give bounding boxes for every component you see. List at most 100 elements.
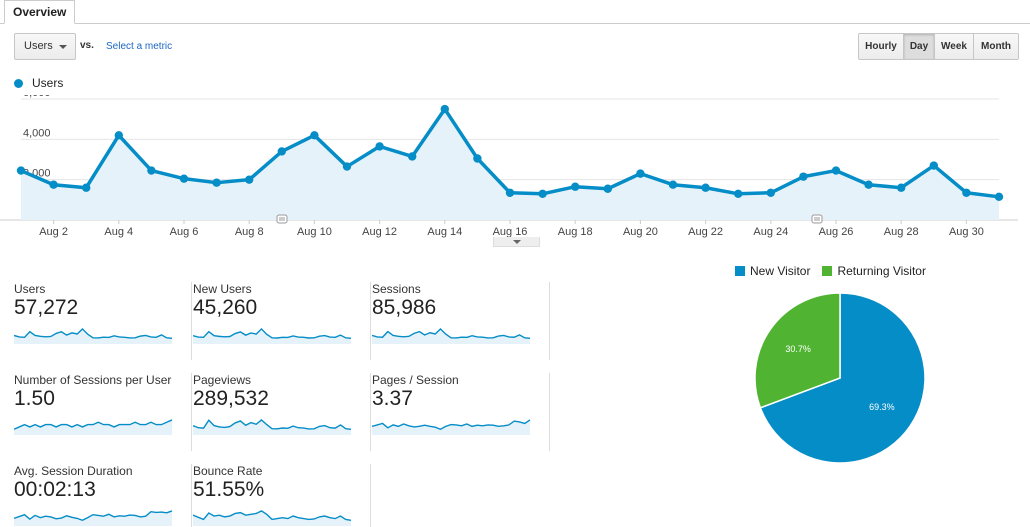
day-button[interactable]: Day — [904, 34, 935, 59]
pie-slice-label: 69.3% — [869, 402, 895, 412]
sparkline-area — [14, 510, 172, 526]
x-tick-label: Aug 22 — [688, 226, 723, 238]
data-point[interactable] — [505, 188, 515, 197]
data-point[interactable] — [212, 178, 221, 187]
metric-dropdown[interactable]: Users — [14, 33, 76, 60]
select-metric-link[interactable]: Select a metric — [106, 41, 173, 52]
data-point[interactable] — [864, 180, 873, 189]
data-point[interactable] — [571, 182, 580, 191]
sparkline-line — [193, 510, 352, 521]
x-tick-label: Aug 20 — [623, 226, 658, 238]
pie-legend-item-returning-visitor[interactable]: Returning Visitor — [822, 264, 926, 278]
sparkline — [14, 327, 173, 344]
scorecard-value: 51.55% — [193, 478, 265, 501]
data-point[interactable] — [408, 152, 417, 161]
sparkline-line — [372, 419, 531, 431]
pie-slice[interactable] — [754, 292, 841, 409]
scorecard-value: 1.50 — [14, 387, 55, 410]
sparkline-area — [14, 328, 172, 344]
data-point[interactable] — [994, 192, 1004, 202]
sparkline-area — [372, 419, 530, 435]
scorecard-avg-session-duration[interactable]: Avg. Session Duration 00:02:13 — [14, 464, 192, 527]
chevron-down-icon — [59, 45, 67, 49]
data-point[interactable] — [538, 189, 547, 198]
chart-collapse-handle[interactable] — [493, 237, 540, 247]
sparkline — [372, 327, 531, 344]
data-point[interactable] — [668, 180, 678, 189]
data-point[interactable] — [245, 175, 254, 184]
x-tick-label: Aug 16 — [493, 226, 528, 238]
sparkline-area — [14, 419, 172, 435]
sparkline — [193, 510, 352, 526]
week-button[interactable]: Week — [935, 34, 974, 59]
data-point[interactable] — [16, 166, 26, 175]
data-point[interactable] — [82, 183, 91, 192]
x-tick-label: Aug 6 — [170, 226, 199, 238]
data-point[interactable] — [766, 188, 775, 197]
scorecard-new-users[interactable]: New Users 45,260 — [193, 282, 371, 360]
sparkline-area — [193, 510, 351, 526]
data-point[interactable] — [897, 183, 906, 192]
sparkline-line — [193, 327, 352, 339]
x-tick-label: Aug 26 — [819, 226, 854, 238]
x-tick-label: Aug 28 — [884, 226, 919, 238]
data-point[interactable] — [310, 131, 319, 140]
sparkline-line — [14, 419, 173, 430]
metric-dropdown-value: Users — [24, 40, 53, 52]
data-point[interactable] — [147, 166, 156, 175]
chart-legend[interactable]: Users — [14, 76, 63, 90]
data-point[interactable] — [799, 172, 808, 181]
pie-slice[interactable] — [759, 292, 926, 463]
x-tick-label: Aug 24 — [753, 226, 788, 238]
data-point[interactable] — [701, 183, 710, 192]
scorecard-label: Avg. Session Duration — [14, 464, 133, 478]
scorecard-sessions-per-user[interactable]: Number of Sessions per User 1.50 — [14, 373, 192, 451]
data-point[interactable] — [277, 147, 286, 156]
sparkline — [14, 510, 173, 526]
scorecard-pages-per-session[interactable]: Pages / Session 3.37 — [372, 373, 550, 451]
x-tick-label: Aug 14 — [427, 226, 462, 238]
data-point[interactable] — [342, 162, 352, 171]
users-series-dot-icon — [14, 78, 23, 88]
pie-legend-item-new-visitor[interactable]: New Visitor — [735, 264, 810, 278]
visitor-pie-chart[interactable]: 69.3% 30.7% — [740, 283, 940, 463]
chevron-down-icon — [513, 240, 521, 244]
scorecard-label: Users — [14, 282, 46, 296]
data-point[interactable] — [473, 154, 482, 163]
scorecard-value: 45,260 — [193, 296, 258, 319]
scorecard-bounce-rate[interactable]: Bounce Rate 51.55% — [193, 464, 371, 527]
scorecard-sessions[interactable]: Sessions 85,986 — [372, 282, 550, 360]
scorecard-pageviews[interactable]: Pageviews 289,532 — [193, 373, 371, 451]
data-point[interactable] — [636, 169, 645, 178]
hourly-button[interactable]: Hourly — [859, 34, 904, 59]
sparkline-line — [14, 510, 173, 522]
annotation-marker-icon[interactable] — [811, 214, 823, 224]
scorecard-label: New Users — [193, 282, 252, 296]
scorecard-users[interactable]: Users 57,272 — [14, 282, 192, 360]
granularity-selector: Hourly Day Week Month — [858, 33, 1019, 60]
data-point[interactable] — [49, 180, 58, 189]
data-point[interactable] — [114, 131, 124, 140]
scorecard-value: 289,532 — [193, 387, 269, 410]
data-point[interactable] — [375, 142, 384, 151]
x-tick-label: Aug 12 — [362, 226, 397, 238]
data-point[interactable] — [734, 189, 743, 198]
data-point[interactable] — [603, 184, 612, 193]
users-area-fill — [21, 109, 999, 220]
data-point[interactable] — [179, 174, 189, 183]
data-point[interactable] — [440, 104, 449, 114]
new-visitor-swatch-icon — [735, 266, 745, 276]
pie-legend-label: New Visitor — [750, 264, 811, 278]
tab-overview[interactable]: Overview — [4, 0, 76, 24]
sparkline — [193, 419, 352, 435]
y-tick-label: 4,000 — [23, 127, 51, 139]
annotation-marker-icon[interactable] — [276, 214, 288, 224]
data-point[interactable] — [962, 188, 971, 197]
data-point[interactable] — [831, 166, 841, 175]
sparkline — [372, 419, 531, 435]
sparkline-area — [193, 419, 351, 435]
month-button[interactable]: Month — [974, 34, 1018, 59]
data-point[interactable] — [929, 161, 938, 170]
scorecard-label: Number of Sessions per User — [14, 373, 172, 387]
